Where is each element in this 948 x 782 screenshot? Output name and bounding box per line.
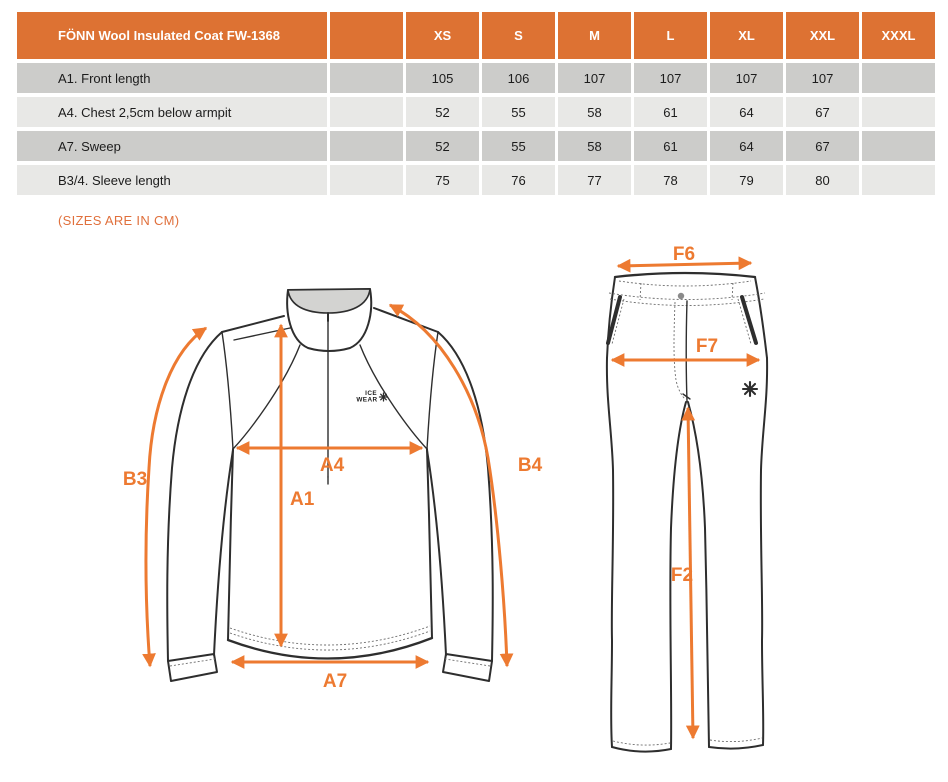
row-label: B3/4. Sleeve length bbox=[17, 165, 327, 195]
value-cell: 75 bbox=[406, 165, 479, 195]
value-cell: 67 bbox=[786, 131, 859, 161]
row-spacer-cell bbox=[330, 63, 403, 93]
header-size-xl: XL bbox=[710, 12, 783, 59]
f7-label: F7 bbox=[696, 336, 718, 357]
value-cell: 107 bbox=[710, 63, 783, 93]
value-cell: 78 bbox=[634, 165, 707, 195]
value-cell: 106 bbox=[482, 63, 555, 93]
row-spacer-cell bbox=[330, 165, 403, 195]
f2-label: F2 bbox=[671, 565, 693, 586]
value-cell: 105 bbox=[406, 63, 479, 93]
value-cell: 61 bbox=[634, 131, 707, 161]
row-spacer-cell bbox=[330, 131, 403, 161]
sizes-note: (SIZES ARE IN CM) bbox=[58, 213, 180, 228]
f2-arrow bbox=[681, 406, 700, 740]
logo-text-ice: ICE bbox=[365, 390, 377, 397]
value-cell: 64 bbox=[710, 97, 783, 127]
pants-measurements: F6 F7 F2 bbox=[610, 244, 761, 740]
value-cell: 55 bbox=[482, 97, 555, 127]
a1-label: A1 bbox=[290, 489, 315, 510]
row-label: A1. Front length bbox=[17, 63, 327, 93]
value-cell bbox=[862, 63, 935, 93]
f6-arrow bbox=[616, 256, 753, 273]
header-spacer-cell bbox=[330, 12, 403, 59]
a4-label: A4 bbox=[320, 455, 345, 476]
b3-label: B3 bbox=[123, 469, 147, 490]
header-size-s: S bbox=[482, 12, 555, 59]
value-cell: 76 bbox=[482, 165, 555, 195]
logo-text-wear: WEAR bbox=[356, 397, 377, 404]
value-cell: 58 bbox=[558, 131, 631, 161]
value-cell bbox=[862, 97, 935, 127]
pants-snowflake-icon bbox=[741, 380, 759, 398]
waist-button bbox=[677, 292, 685, 300]
table-title: FÖNN Wool Insulated Coat FW-1368 bbox=[17, 12, 327, 59]
b3-arrow bbox=[142, 326, 208, 668]
header-size-m: M bbox=[558, 12, 631, 59]
value-cell: 52 bbox=[406, 131, 479, 161]
size-table: FÖNN Wool Insulated Coat FW-1368 XS S M … bbox=[17, 12, 935, 195]
value-cell: 67 bbox=[786, 97, 859, 127]
header-size-l: L bbox=[634, 12, 707, 59]
f6-label: F6 bbox=[673, 244, 695, 265]
value-cell: 107 bbox=[786, 63, 859, 93]
value-cell: 77 bbox=[558, 165, 631, 195]
a7-label: A7 bbox=[323, 671, 347, 692]
value-cell: 64 bbox=[710, 131, 783, 161]
value-cell: 58 bbox=[558, 97, 631, 127]
header-size-xxl: XXL bbox=[786, 12, 859, 59]
value-cell bbox=[862, 165, 935, 195]
row-label: A4. Chest 2,5cm below armpit bbox=[17, 97, 327, 127]
value-cell: 79 bbox=[710, 165, 783, 195]
header-size-xxxl: XXXL bbox=[862, 12, 935, 59]
b4-label: B4 bbox=[518, 455, 543, 476]
jacket-drawing: ICE WEAR bbox=[166, 288, 494, 682]
row-spacer-cell bbox=[330, 97, 403, 127]
b4-arrow bbox=[388, 303, 514, 668]
row-label: A7. Sweep bbox=[17, 131, 327, 161]
header-size-xs: XS bbox=[406, 12, 479, 59]
logo-snowflake-icon bbox=[378, 392, 389, 402]
value-cell: 61 bbox=[634, 97, 707, 127]
jacket-measurements: A1 A4 A7 B3 B4 bbox=[123, 303, 543, 692]
value-cell: 52 bbox=[406, 97, 479, 127]
pants-drawing bbox=[605, 271, 769, 753]
value-cell bbox=[862, 131, 935, 161]
value-cell: 80 bbox=[786, 165, 859, 195]
value-cell: 107 bbox=[634, 63, 707, 93]
value-cell: 55 bbox=[482, 131, 555, 161]
value-cell: 107 bbox=[558, 63, 631, 93]
collar-inner bbox=[287, 288, 371, 314]
